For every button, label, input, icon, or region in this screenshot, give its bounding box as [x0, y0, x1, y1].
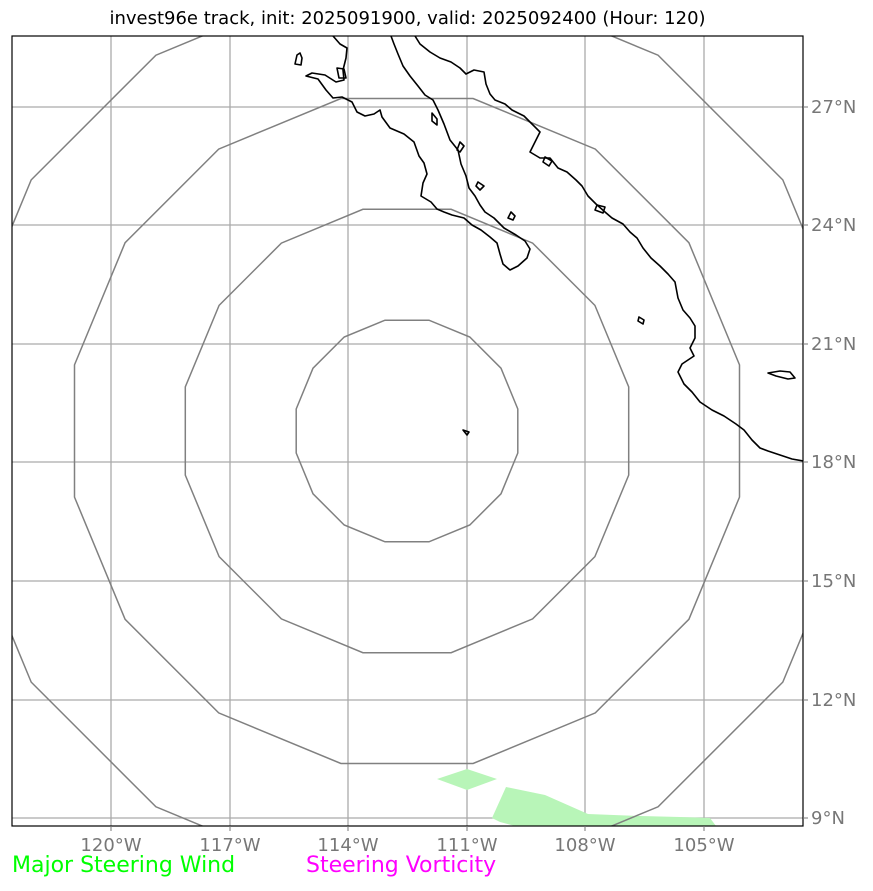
lat-label-12n: 12°N	[811, 690, 856, 711]
coast-islas-marias	[637, 316, 645, 325]
steering-wind-patch-1	[437, 769, 497, 790]
lon-label-111w: 111°W	[436, 835, 497, 856]
lon-label-114w: 114°W	[317, 835, 378, 856]
lon-label-108w: 108°W	[554, 835, 615, 856]
range-rings	[12, 36, 803, 826]
coast-isla-socorro	[462, 429, 470, 436]
coast-island-b	[507, 211, 516, 221]
coast-isla-tiburon	[456, 141, 465, 153]
map-title: invest96e track, init: 2025091900, valid…	[109, 8, 706, 29]
lat-label-18n: 18°N	[811, 452, 856, 473]
range-ring-1	[295, 319, 519, 543]
lat-label-15n: 15°N	[811, 571, 856, 592]
lon-label-120w: 120°W	[80, 835, 141, 856]
lon-label-105w: 105°W	[673, 835, 734, 856]
graticule	[12, 36, 803, 826]
tick-marks	[110, 106, 808, 831]
steering-wind-patch-2	[492, 787, 716, 826]
coast-island-c	[542, 156, 553, 167]
coast-isla-guadalupe	[294, 52, 303, 66]
steering-wind-area	[437, 769, 716, 826]
coast-island-a	[475, 181, 485, 191]
range-ring-4	[12, 36, 803, 826]
lat-label-9n: 9°N	[811, 808, 845, 829]
coast-isla-cedros	[336, 67, 347, 79]
lat-label-21n: 21°N	[811, 334, 856, 355]
range-ring-3	[73, 97, 741, 765]
longitude-labels: 120°W 117°W 114°W 111°W 108°W 105°W	[80, 835, 734, 856]
range-ring-2	[184, 208, 630, 654]
legend-steering-vorticity: Steering Vorticity	[306, 853, 497, 878]
lat-label-24n: 24°N	[811, 215, 856, 236]
coast-mainland-mexico	[414, 36, 803, 462]
coast-isla-angel	[431, 112, 438, 126]
coast-baja-peninsula	[305, 36, 531, 271]
latitude-labels: 27°N 24°N 21°N 18°N 15°N 12°N 9°N	[811, 97, 856, 829]
map-frame	[11, 35, 804, 827]
legend-major-steering-wind: Major Steering Wind	[12, 853, 236, 878]
lon-label-117w: 117°W	[199, 835, 260, 856]
lat-label-27n: 27°N	[811, 97, 856, 118]
coast-island-d	[594, 204, 606, 214]
coast-revillagigedo-bank	[767, 370, 796, 380]
coastline	[294, 36, 803, 462]
